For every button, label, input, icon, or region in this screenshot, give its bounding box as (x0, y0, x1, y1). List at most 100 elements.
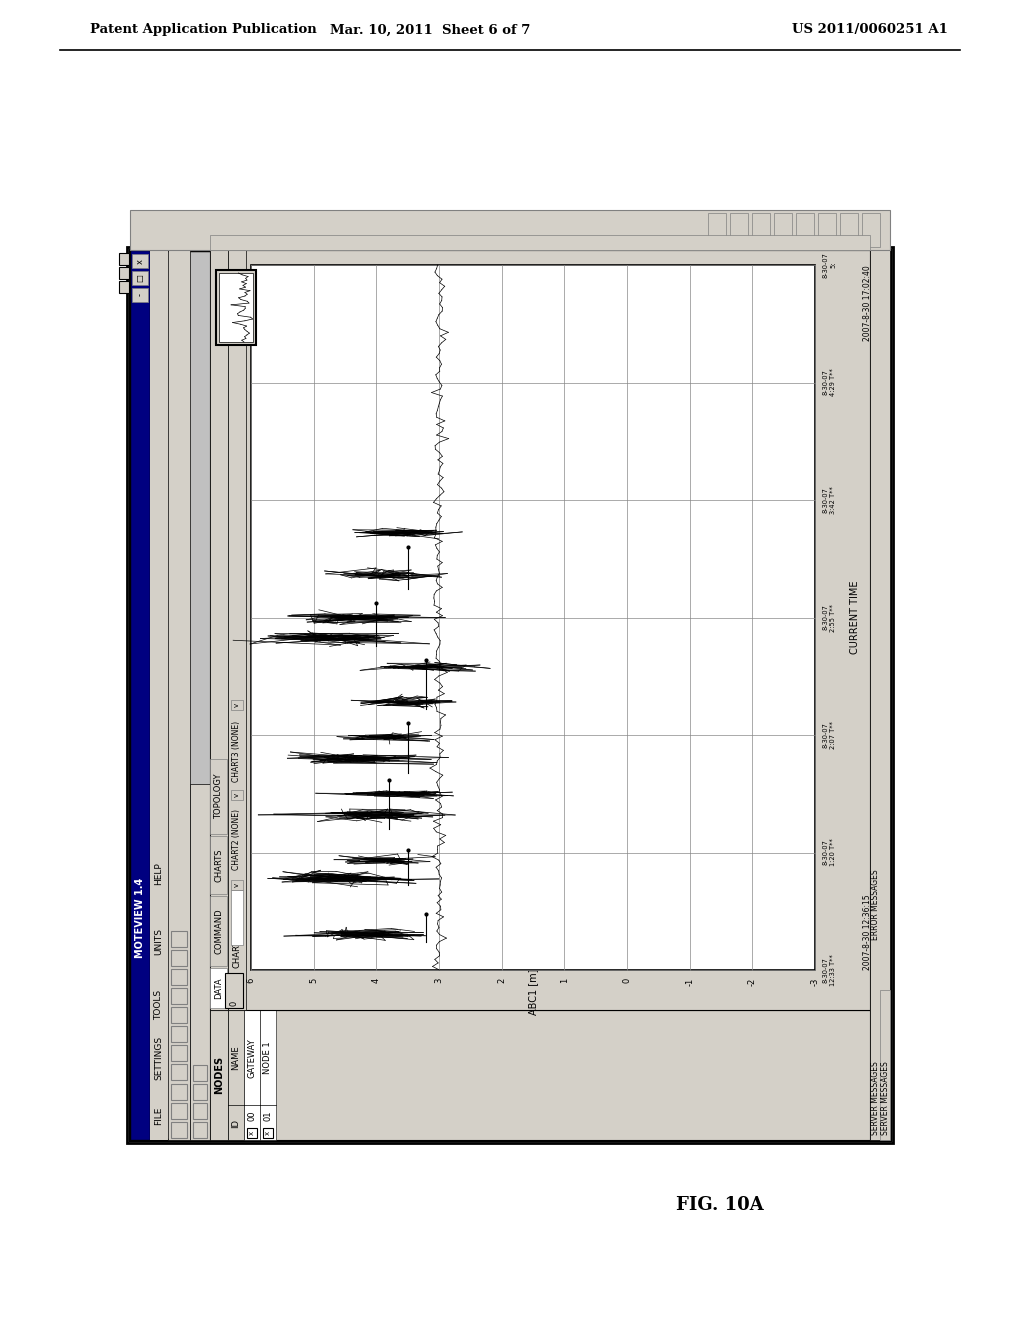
Bar (119, 253, 129, 265)
Bar (210, 968, 227, 1008)
Text: CHARTS: CHARTS (214, 849, 223, 882)
Bar (210, 1010, 870, 1140)
Bar (171, 1104, 187, 1119)
Bar (796, 213, 814, 247)
Bar (263, 1129, 273, 1138)
Text: -: - (240, 1003, 249, 1006)
Text: FILE: FILE (155, 1106, 164, 1125)
Text: 1: 1 (560, 978, 569, 983)
Bar (193, 1065, 207, 1081)
Text: SERVER MESSAGES: SERVER MESSAGES (881, 1061, 890, 1135)
Text: v: v (234, 883, 240, 887)
Bar (244, 1010, 260, 1140)
Bar (171, 1007, 187, 1023)
Bar (171, 1064, 187, 1080)
Text: 2007-8-30 17:02:40: 2007-8-30 17:02:40 (862, 265, 871, 341)
Text: 3: 3 (434, 978, 443, 983)
Text: NAME: NAME (231, 1045, 241, 1071)
Text: -: - (135, 293, 144, 297)
Bar (171, 1045, 187, 1061)
Bar (171, 931, 187, 946)
Text: TOOLS: TOOLS (155, 990, 164, 1020)
Text: 8-30-07
3:42 T**: 8-30-07 3:42 T** (823, 486, 836, 513)
Bar (171, 1084, 187, 1100)
Bar (171, 987, 187, 1005)
Bar (225, 973, 243, 1008)
Text: NODE 1: NODE 1 (263, 1041, 272, 1074)
Text: 8-30-07
4:29 T**: 8-30-07 4:29 T** (823, 368, 836, 396)
Text: -2: -2 (748, 978, 757, 986)
Text: 01: 01 (263, 1110, 272, 1121)
Text: SETTINGS: SETTINGS (155, 1036, 164, 1080)
Text: FIG. 10A: FIG. 10A (676, 1196, 764, 1214)
Bar (210, 896, 227, 966)
Bar (219, 273, 253, 342)
Bar (228, 1010, 244, 1140)
Bar (132, 253, 148, 268)
Text: 8-30-07
2:55 T**: 8-30-07 2:55 T** (823, 603, 836, 631)
Bar (190, 784, 210, 1140)
Bar (818, 213, 836, 247)
Text: x: x (265, 1131, 271, 1135)
Text: -1: -1 (685, 978, 694, 986)
Text: 8-30-07
2:07 T**: 8-30-07 2:07 T** (823, 721, 836, 748)
Bar (193, 1104, 207, 1119)
Bar (150, 249, 168, 1140)
Bar (233, 975, 242, 985)
Text: 00: 00 (248, 1110, 256, 1121)
Text: v: v (234, 704, 240, 708)
Bar (171, 1026, 187, 1041)
Bar (247, 1129, 257, 1138)
Text: 2007-8-30 12:36:15: 2007-8-30 12:36:15 (862, 895, 871, 970)
Bar (171, 1122, 187, 1138)
Text: 6: 6 (247, 978, 256, 983)
Bar (210, 249, 870, 1010)
Text: 5: 5 (309, 978, 318, 983)
Text: x: x (249, 1131, 255, 1135)
Text: ID: ID (231, 1118, 241, 1127)
Text: CHART3 (NONE): CHART3 (NONE) (232, 721, 242, 781)
Bar (862, 213, 880, 247)
Bar (231, 890, 243, 945)
Text: NODES: NODES (214, 1056, 224, 1094)
Text: 2: 2 (498, 978, 506, 983)
Bar (708, 213, 726, 247)
Text: HELP: HELP (155, 862, 164, 884)
Text: Mar. 10, 2011  Sheet 6 of 7: Mar. 10, 2011 Sheet 6 of 7 (330, 24, 530, 37)
Bar (193, 1122, 207, 1138)
Bar (210, 235, 870, 249)
Text: 4: 4 (372, 978, 381, 983)
Bar (130, 249, 150, 1140)
Text: ERROR MESSAGES: ERROR MESSAGES (870, 870, 880, 940)
Bar (130, 210, 890, 249)
Text: GATEWAY: GATEWAY (248, 1038, 256, 1078)
Text: □: □ (135, 275, 144, 282)
Bar (752, 213, 770, 247)
Text: UNITS: UNITS (155, 928, 164, 954)
Bar (171, 950, 187, 966)
Bar (210, 1010, 228, 1140)
Bar (840, 213, 858, 247)
Bar (231, 700, 243, 710)
Bar (132, 288, 148, 302)
Text: 8-30-07
12:33 T**: 8-30-07 12:33 T** (823, 954, 836, 986)
Text: LIVE: LIVE (232, 979, 242, 1002)
Text: v: v (234, 793, 240, 797)
Bar (119, 281, 129, 293)
Bar (210, 759, 227, 834)
Bar (251, 265, 815, 970)
Bar (774, 213, 792, 247)
Bar (132, 271, 148, 285)
Text: DATA: DATA (214, 977, 223, 999)
Bar (870, 249, 890, 1140)
Text: -3: -3 (811, 978, 819, 986)
Text: CHART2 (NONE): CHART2 (NONE) (232, 809, 242, 870)
Bar (130, 249, 890, 1140)
Text: SERVER MESSAGES: SERVER MESSAGES (870, 1061, 880, 1135)
Text: MOTEVIEW 1.4: MOTEVIEW 1.4 (135, 878, 145, 957)
Bar (119, 267, 129, 279)
Text: ABC1 [m]: ABC1 [m] (528, 969, 538, 1015)
Text: 0: 0 (623, 978, 632, 983)
Text: COMMAND: COMMAND (214, 908, 223, 954)
Text: 0: 0 (229, 1001, 239, 1006)
